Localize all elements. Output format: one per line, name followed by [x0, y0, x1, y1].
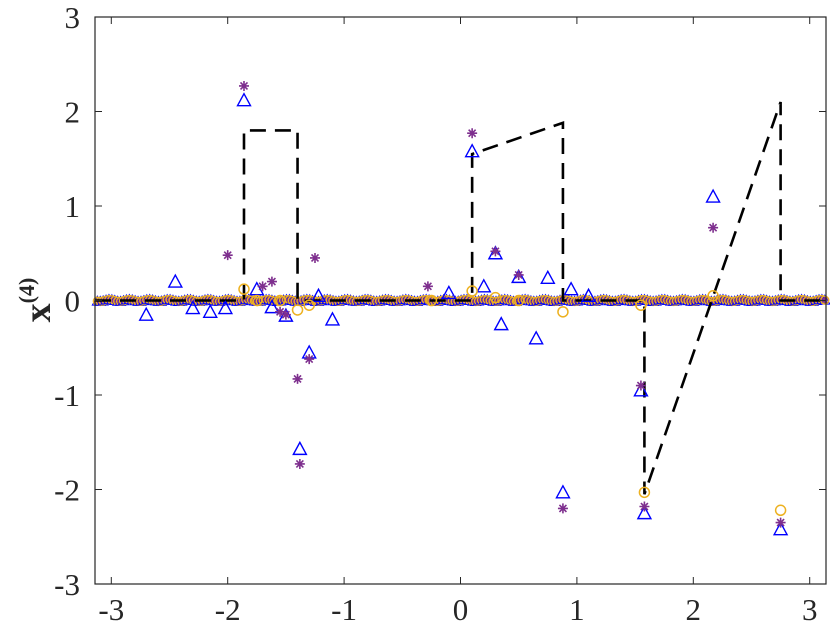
baseline-asterisk-marker [663, 296, 672, 305]
baseline-asterisk-marker [445, 296, 454, 305]
circle-marker [707, 290, 719, 302]
asterisk-marker [304, 354, 315, 365]
triangle-marker [528, 330, 544, 345]
x-tick-label: -1 [331, 592, 357, 627]
triangle-marker [324, 311, 341, 326]
series-circle [238, 283, 787, 517]
circle-marker [251, 294, 263, 307]
triangle-marker [580, 287, 597, 302]
asterisk-marker [280, 309, 291, 320]
asterisk-marker [467, 128, 478, 139]
triangle-marker [464, 143, 480, 158]
asterisk-marker [708, 222, 719, 233]
circle-marker [466, 285, 478, 297]
baseline-asterisk-marker [721, 296, 730, 305]
series-triangle [138, 92, 789, 536]
axis-ticks: -3 -2 -1 0 1 2 3 -3 -2 -1 0 1 2 3 [54, 0, 826, 627]
x-tick-label: 2 [686, 592, 702, 627]
circle-marker [512, 294, 525, 307]
baseline-asterisk-marker [524, 296, 533, 305]
y-tick-label: 2 [65, 95, 81, 130]
triangle-marker [264, 299, 280, 314]
asterisk-marker [257, 281, 268, 292]
baseline-asterisk-marker [425, 295, 434, 304]
circle-marker [638, 486, 651, 499]
y-tick-label: 1 [65, 189, 81, 224]
baseline-asterisk-marker [564, 296, 573, 305]
triangle-marker [441, 284, 457, 300]
baseline-asterisk-marker [701, 295, 710, 304]
circle-marker [489, 291, 502, 304]
triangle-marker [511, 268, 527, 284]
circle-marker [774, 504, 787, 517]
x-tick-label: -3 [98, 592, 124, 627]
baseline-asterisk-marker [366, 296, 375, 305]
asterisk-marker [775, 517, 786, 528]
triangle-marker [138, 306, 154, 321]
triangle-marker [167, 273, 183, 288]
chart-marks [91, 80, 830, 536]
y-tick-label: -2 [54, 473, 80, 508]
triangle-marker [540, 269, 556, 285]
triangle-marker [487, 245, 504, 260]
triangle-marker [772, 521, 789, 536]
asterisk-marker [639, 501, 650, 512]
circle-marker [303, 299, 315, 311]
triangle-marker [493, 316, 509, 331]
x-tick-label: 1 [569, 592, 585, 627]
circle-marker [557, 306, 569, 318]
triangle-marker [563, 281, 579, 296]
series-dashed-line [95, 101, 826, 495]
triangle-marker [476, 278, 492, 293]
asterisk-marker [275, 306, 286, 317]
x-tick-label: 3 [802, 592, 818, 627]
x-tick-label: 0 [453, 592, 469, 627]
circle-marker [635, 299, 647, 311]
asterisk-marker [635, 380, 646, 391]
piecewise-dashed-line [95, 101, 826, 495]
baseline-asterisk-marker [346, 296, 355, 305]
baseline-asterisk-marker [544, 296, 553, 305]
baseline-asterisk-marker [503, 295, 512, 304]
asterisk-marker [309, 252, 320, 263]
asterisk-marker [222, 250, 233, 261]
triangle-marker [236, 92, 252, 107]
triangle-marker [636, 505, 653, 520]
asterisk-marker [238, 80, 249, 91]
triangle-marker [310, 287, 327, 302]
triangle-marker [217, 300, 234, 315]
triangle-marker [705, 188, 721, 203]
circle-marker [274, 294, 286, 307]
series-asterisk [222, 80, 786, 528]
asterisk-marker [557, 503, 568, 514]
circle-marker [238, 283, 250, 295]
circle-marker [425, 294, 438, 307]
asterisk-marker [490, 246, 501, 257]
baseline-asterisk-marker [742, 296, 751, 305]
y-tick-label: 0 [65, 284, 81, 319]
triangle-marker [555, 484, 571, 499]
triangle-marker [292, 440, 308, 456]
x-tick-label: -2 [215, 592, 241, 627]
circle-marker [291, 304, 304, 316]
y-axis-label: x(4) [14, 278, 59, 323]
asterisk-marker [294, 458, 305, 469]
asterisk-marker [422, 281, 433, 292]
asterisk-marker [266, 276, 277, 287]
y-tick-label: -3 [54, 567, 80, 602]
y-tick-label: -1 [54, 378, 80, 413]
asterisk-marker [513, 269, 524, 280]
triangle-marker [633, 382, 649, 397]
triangle-marker [202, 303, 218, 319]
y-tick-label: 3 [65, 0, 81, 35]
asterisk-marker [292, 373, 303, 384]
triangle-marker [185, 300, 201, 315]
baseline-asterisk-marker [643, 296, 652, 305]
